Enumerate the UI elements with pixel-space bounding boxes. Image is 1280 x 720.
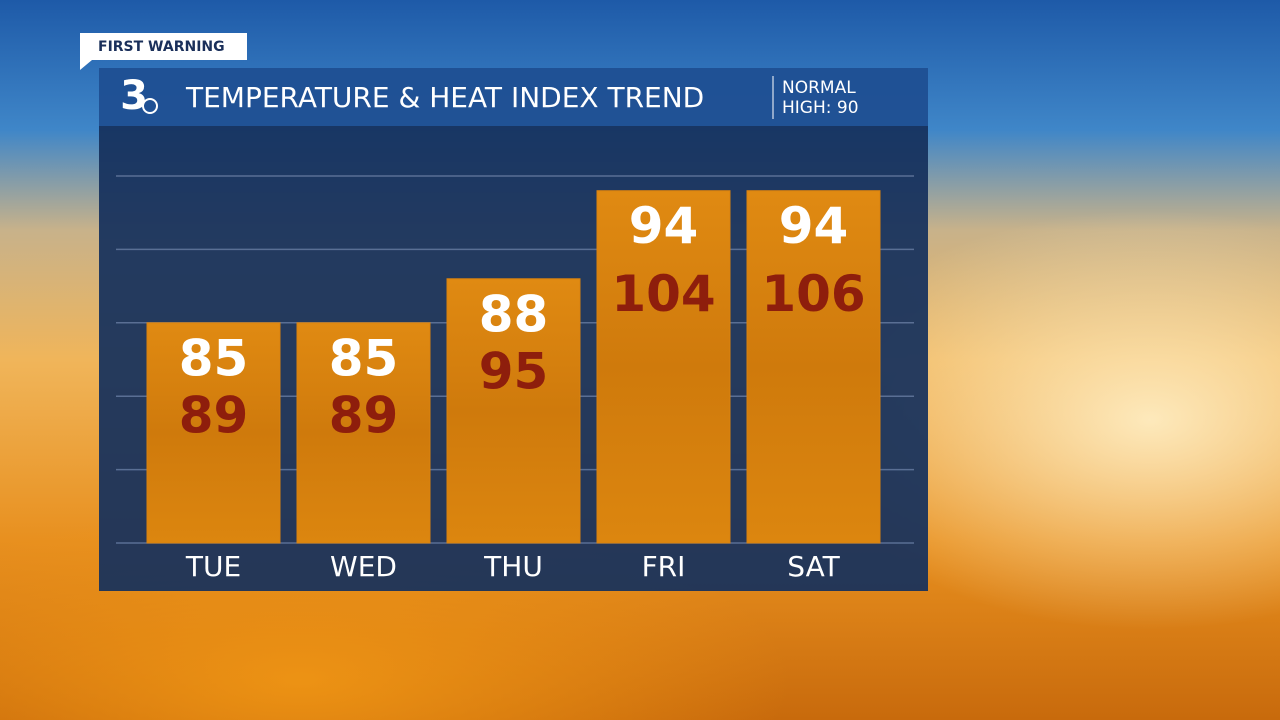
heat-index-label: 104: [611, 265, 715, 323]
x-tick-label: WED: [330, 550, 397, 583]
normal-label: HIGH: 90: [782, 98, 859, 118]
value-label: 94: [629, 197, 699, 255]
bar: [596, 190, 731, 544]
chart-title: TEMPERATURE & HEAT INDEX TREND: [185, 81, 704, 114]
bar: [446, 278, 581, 544]
value-label: 88: [479, 285, 549, 343]
heat-index-label: 106: [761, 265, 865, 323]
x-tick-label: THU: [483, 550, 543, 583]
badge-bg: [80, 33, 247, 60]
header: [99, 68, 928, 126]
bar: [146, 322, 281, 544]
badge: FIRST WARNING: [98, 39, 225, 55]
logo: 3: [120, 73, 148, 119]
x-tick-label: TUE: [185, 550, 241, 583]
bar: [296, 322, 431, 544]
x-tick-label: SAT: [787, 550, 840, 583]
x-tick-label: FRI: [642, 550, 686, 583]
value-label: 85: [329, 329, 399, 387]
normal-label: NORMAL: [782, 78, 856, 98]
value-label: 94: [779, 197, 849, 255]
heat-index-label: 89: [179, 386, 249, 444]
bar: [746, 190, 881, 544]
badge-tail: [80, 60, 92, 70]
value-label: 85: [179, 329, 249, 387]
heat-index-label: 89: [329, 386, 399, 444]
heat-index-label: 95: [479, 342, 549, 400]
logo-eye: [142, 98, 158, 114]
